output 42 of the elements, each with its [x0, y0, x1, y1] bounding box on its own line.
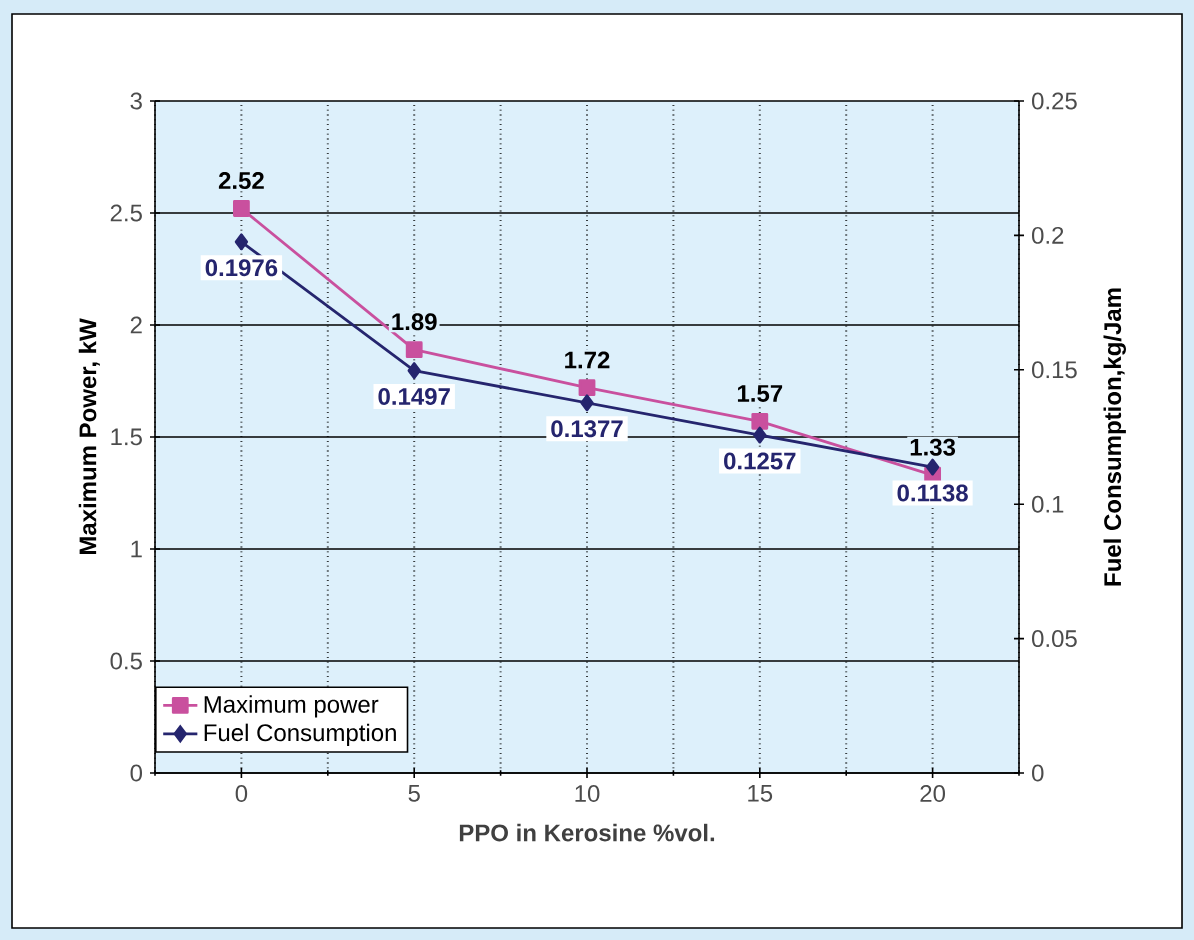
- point: [751, 412, 769, 430]
- y-tick-label: 1: [131, 540, 142, 558]
- point: [233, 200, 250, 217]
- data-label: 0.1976: [205, 259, 278, 277]
- point: [925, 458, 940, 476]
- y2-axis-title: Fuel Consumption,kg/Jam: [1103, 288, 1126, 586]
- point: [407, 362, 421, 379]
- data-label: 0.1497: [378, 388, 450, 405]
- x-tick-label: 10: [575, 785, 600, 803]
- point: [580, 394, 594, 412]
- data-label: 1.89: [392, 313, 437, 331]
- data-label: 0.1377: [551, 420, 623, 438]
- y2-tick-label: 0: [1032, 764, 1044, 782]
- x-tick-label: 5: [408, 785, 420, 802]
- point: [753, 426, 767, 444]
- y2-tick-label: 0.25: [1032, 92, 1077, 110]
- data-label: 0.1138: [897, 484, 968, 502]
- y-axis-title: Maximum Power, kW: [78, 318, 100, 555]
- y-tick-label: 0.5: [110, 652, 142, 670]
- data-label: 2.52: [218, 172, 264, 190]
- x-tick-label: 15: [748, 785, 773, 802]
- y-tick-label: 2: [130, 316, 142, 334]
- y2-tick-label: 0.05: [1032, 630, 1077, 648]
- y2-tick-label: 0.15: [1032, 361, 1077, 379]
- point: [234, 233, 249, 251]
- legend-label: Maximum power: [204, 695, 379, 718]
- x-tick-label: 20: [920, 785, 946, 803]
- y-tick-label: 3: [130, 92, 142, 110]
- x-tick-label: 0: [235, 785, 248, 803]
- data-label: 1.72: [565, 351, 610, 369]
- x-axis-title: PPO in Kerosine %vol.: [459, 823, 715, 842]
- data-label: 0.1257: [724, 452, 796, 470]
- y-tick-label: 1.5: [111, 428, 142, 446]
- y-tick-label: 2.5: [110, 204, 142, 222]
- y2-tick-label: 0.2: [1032, 226, 1064, 244]
- point: [405, 341, 423, 359]
- legend-label: Fuel Consumption: [204, 723, 396, 747]
- point: [578, 379, 596, 397]
- y2-tick-label: 0.1: [1032, 495, 1064, 513]
- y-tick-label: 0: [130, 764, 143, 782]
- data-label: 1.33: [910, 438, 956, 456]
- data-label: 1.57: [737, 385, 783, 402]
